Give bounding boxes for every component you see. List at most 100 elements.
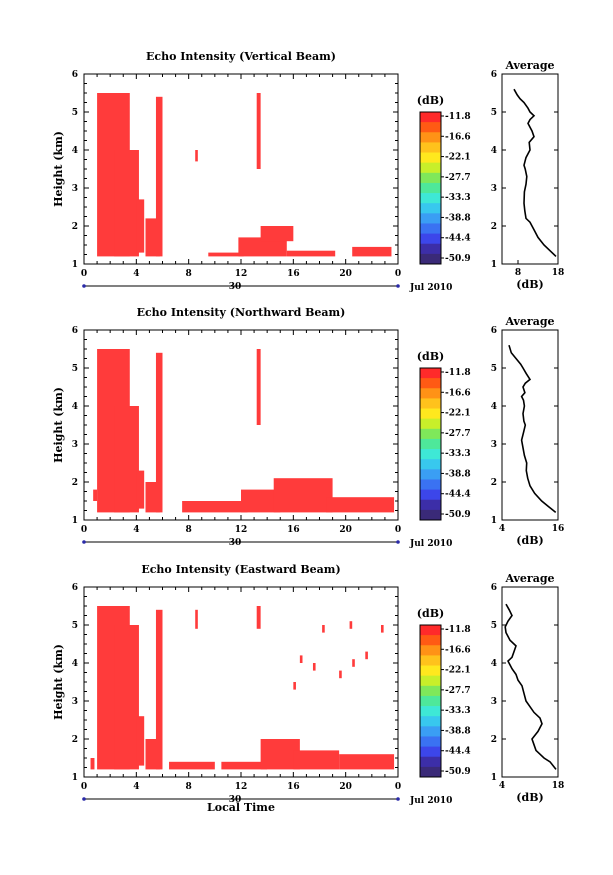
date-line-endpoint <box>396 540 400 544</box>
date-line-endpoint <box>396 797 400 801</box>
profile-title: Average <box>504 315 554 328</box>
profile-y-tick-label: 3 <box>491 184 497 194</box>
profile-y-tick-label: 6 <box>491 583 497 593</box>
profile-y-tick-label: 6 <box>491 70 497 80</box>
x-tick-label: 16 <box>287 269 300 279</box>
colorbar-frame <box>419 111 442 265</box>
colorbar-tick-label: -22.1 <box>445 153 471 163</box>
x-tick-label: 12 <box>235 782 248 792</box>
colorbar-swatch <box>420 695 441 707</box>
profile-frame <box>501 73 559 265</box>
y-tick-label: 5 <box>72 621 78 631</box>
colorbar-swatch <box>420 112 441 123</box>
x-tick-label: 0 <box>81 782 87 792</box>
y-tick-label: 3 <box>72 184 78 194</box>
x-tick-label: 4 <box>133 525 139 535</box>
echo-regions <box>97 93 392 257</box>
echo-block <box>260 226 294 242</box>
y-tick-label: 3 <box>72 697 78 707</box>
echo-block <box>241 489 281 513</box>
x-tick-label: 8 <box>186 269 192 279</box>
colorbar-tick-label: -38.8 <box>445 726 471 736</box>
colorbar-swatch <box>420 388 441 399</box>
x-axis-label: Local Time <box>207 801 275 814</box>
colorbar-swatch <box>420 736 441 747</box>
echo-block <box>312 663 316 671</box>
echo-block <box>136 716 145 766</box>
date-line-endpoint <box>82 797 86 801</box>
colorbar-tick-label: -44.4 <box>445 747 471 757</box>
profile-y-tick-label: 1 <box>491 260 497 270</box>
y-tick-label: 6 <box>72 583 78 593</box>
panel-title: Echo Intensity (Vertical Beam) <box>146 50 336 63</box>
colorbar-swatch <box>420 635 441 646</box>
x-tick-label: 4 <box>133 269 139 279</box>
profile-y-tick-label: 6 <box>491 326 497 336</box>
colorbar-swatch <box>420 132 441 143</box>
x-tick-label: 16 <box>287 782 300 792</box>
echo-block <box>326 497 395 513</box>
profile-line <box>504 603 557 770</box>
colorbar-swatch <box>420 368 441 379</box>
colorbar-swatch <box>420 193 441 204</box>
x-tick-label: 20 <box>339 269 352 279</box>
colorbar-swatch <box>420 182 441 194</box>
y-tick-label: 1 <box>72 773 78 783</box>
profile-y-tick-label: 3 <box>491 697 497 707</box>
echo-block <box>195 609 198 629</box>
y-tick-label: 5 <box>72 108 78 118</box>
colorbar-tick-label: -38.8 <box>445 469 471 479</box>
colorbar-swatch <box>420 428 441 440</box>
x-tick-label: 0 <box>395 782 401 792</box>
colorbar-swatch <box>420 142 441 153</box>
echo-block <box>273 478 333 513</box>
colorbar-swatch <box>420 418 441 430</box>
echo-block <box>365 651 368 660</box>
date-month-label: Jul 2010 <box>409 539 452 549</box>
echo-block <box>114 625 139 770</box>
profile-x-label: (dB) <box>516 791 543 804</box>
echo-block <box>221 761 268 770</box>
profile-x-tick-label: 8 <box>515 268 521 278</box>
y-tick-label: 1 <box>72 516 78 526</box>
colorbar-tick-label: -11.8 <box>445 625 471 635</box>
colorbar-swatch <box>420 449 441 460</box>
colorbar-tick-label: -44.4 <box>445 234 471 244</box>
colorbar-swatch <box>420 509 441 521</box>
x-tick-label: 0 <box>395 525 401 535</box>
colorbar-tick-label: -11.8 <box>445 368 471 378</box>
profile-y-tick-label: 2 <box>491 735 497 745</box>
colorbar-unit: (dB) <box>417 350 444 363</box>
date-day-label: 30 <box>229 282 242 292</box>
panel-title: Echo Intensity (Northward Beam) <box>137 306 346 319</box>
colorbar-swatch <box>420 706 441 717</box>
echo-block <box>256 606 261 629</box>
profile-y-tick-label: 2 <box>491 222 497 232</box>
x-tick-label: 0 <box>81 269 87 279</box>
echo-block <box>293 682 296 690</box>
y-tick-label: 4 <box>72 402 78 412</box>
colorbar-tick-label: -38.8 <box>445 213 471 223</box>
echo-block <box>155 96 163 257</box>
colorbar-frame <box>419 367 442 521</box>
echo-block <box>155 352 163 513</box>
date-month-label: Jul 2010 <box>409 796 452 806</box>
profile-y-tick-label: 4 <box>491 402 497 412</box>
y-tick-label: 2 <box>72 222 78 232</box>
echo-block <box>136 199 145 253</box>
y-tick-label: 6 <box>72 326 78 336</box>
colorbar-swatch <box>420 152 441 164</box>
colorbar-tick-label: -33.3 <box>445 706 471 716</box>
profile-line <box>513 88 557 257</box>
echo-block <box>114 150 139 257</box>
colorbar-tick-label: -11.8 <box>445 112 471 122</box>
profile-x-label: (dB) <box>516 534 543 547</box>
echo-block <box>339 754 395 770</box>
x-tick-label: 0 <box>395 269 401 279</box>
echo-block <box>349 621 353 629</box>
echo-block <box>339 670 342 679</box>
colorbar-tick-label: -16.6 <box>445 388 471 398</box>
colorbar-swatch <box>420 233 441 245</box>
